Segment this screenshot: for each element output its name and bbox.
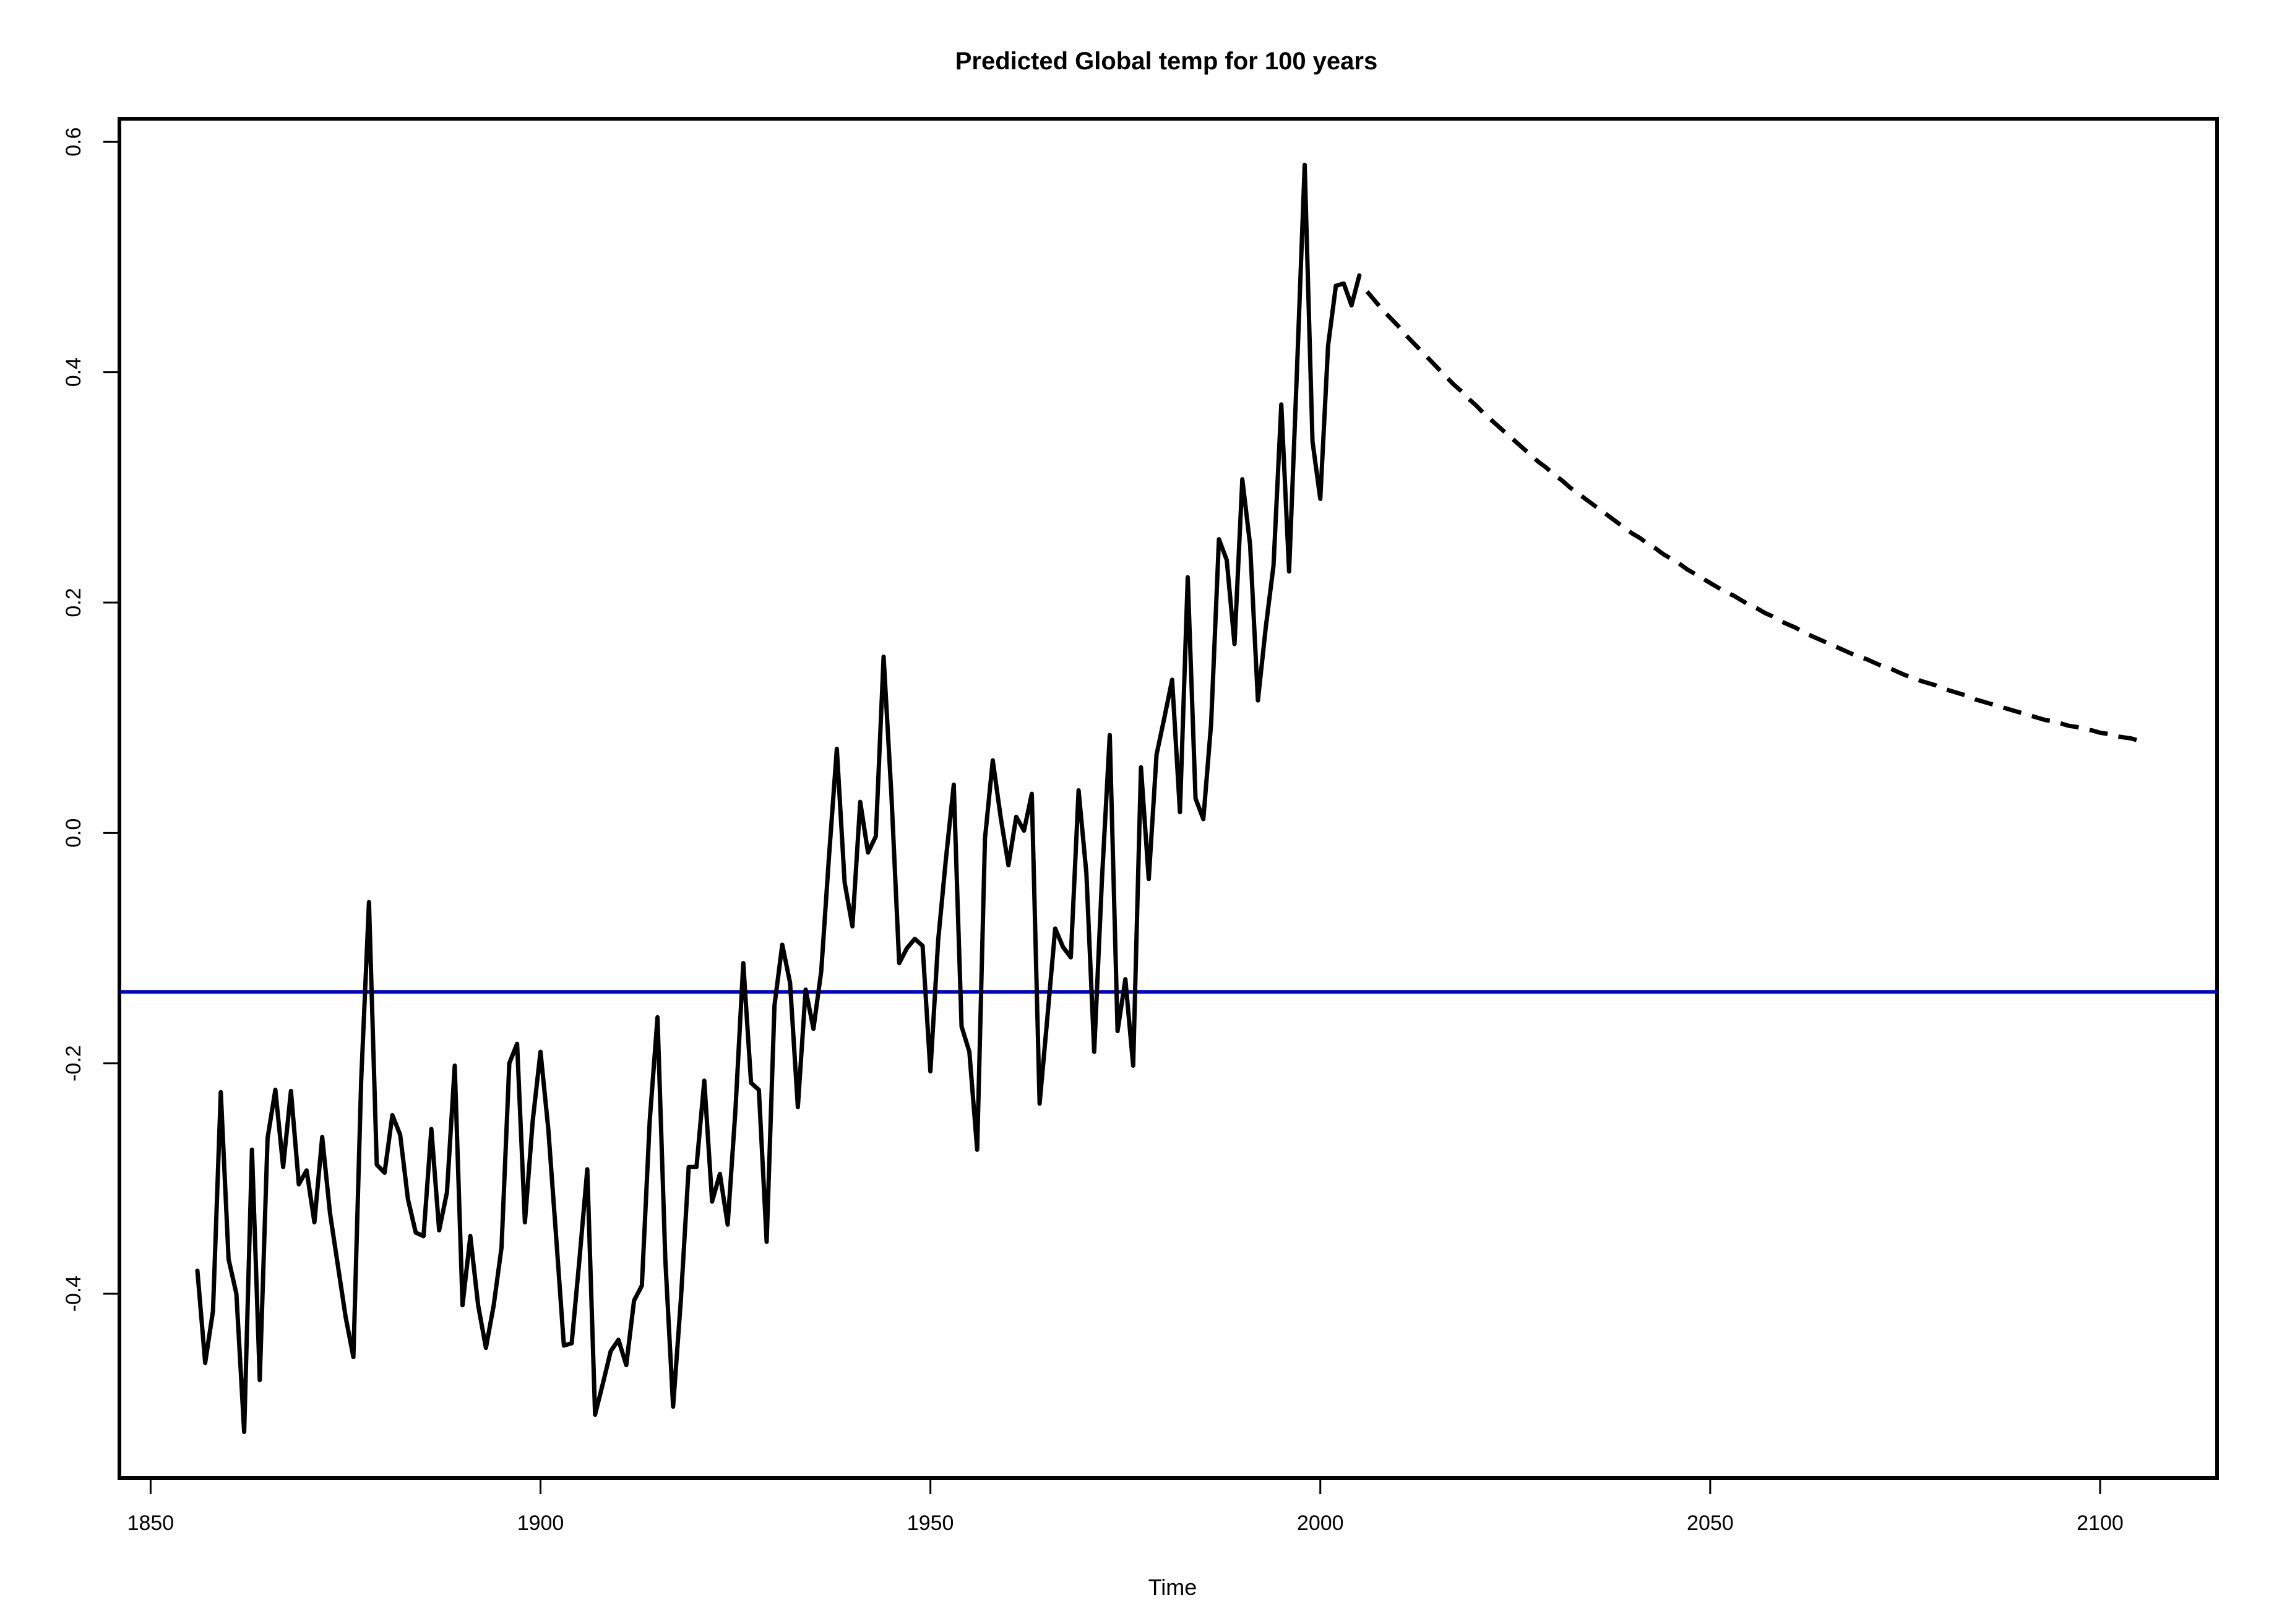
x-axis-label: Time bbox=[1148, 1575, 1197, 1600]
forecast-series-line bbox=[1365, 290, 2140, 743]
x-tick-label: 1900 bbox=[517, 1511, 564, 1535]
y-tick-label: -0.2 bbox=[62, 1045, 85, 1081]
observed-series-line bbox=[195, 163, 1362, 1434]
y-tick-label: 0.2 bbox=[62, 588, 85, 617]
plot-frame bbox=[118, 117, 2219, 1480]
series-group bbox=[195, 163, 2140, 1434]
y-tick-label: 0.6 bbox=[62, 127, 85, 157]
x-axis: 1850 1900 1950 2000 2050 2100 bbox=[127, 1477, 2124, 1535]
x-tick-label: 2100 bbox=[2077, 1511, 2124, 1535]
y-tick-label: 0.4 bbox=[62, 358, 85, 387]
y-tick-label: -0.4 bbox=[62, 1276, 85, 1312]
y-tick-label: 0.0 bbox=[62, 818, 85, 848]
x-tick-label: 1950 bbox=[907, 1511, 954, 1535]
x-tick-label: 2050 bbox=[1687, 1511, 1734, 1535]
y-axis: -0.4 -0.2 0.0 0.2 0.4 0.6 bbox=[62, 127, 121, 1312]
x-tick-label: 1850 bbox=[127, 1511, 174, 1535]
chart-title: Predicted Global temp for 100 years bbox=[955, 48, 1377, 75]
x-tick-label: 2000 bbox=[1297, 1511, 1344, 1535]
